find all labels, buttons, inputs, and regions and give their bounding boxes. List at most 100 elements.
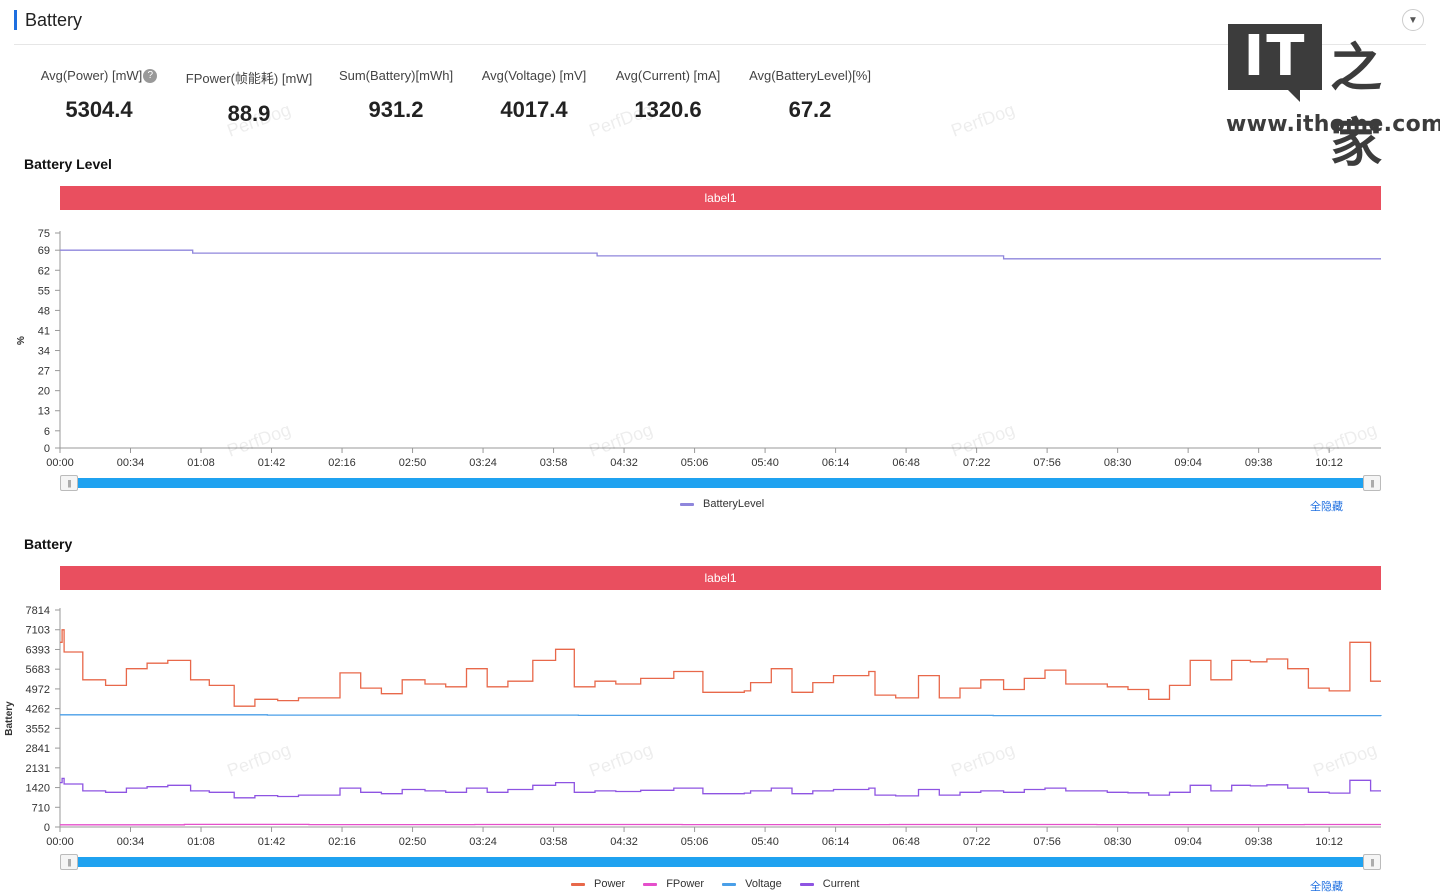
series-line-batterylevel [60,249,1381,260]
y-tick-label: 710 [32,802,50,814]
y-tick-label: 20 [38,386,50,398]
x-tick-label: 10:12 [1315,836,1343,848]
stat-value: 4017.4 [500,97,568,122]
y-tick-label: 7814 [26,605,50,617]
x-tick-label: 03:58 [540,457,568,469]
y-tick-label: 1420 [26,783,50,795]
x-tick-label: 02:50 [399,457,427,469]
logo-cn: 之家 [1330,38,1383,174]
x-tick-label: 09:04 [1174,836,1202,848]
x-tick-label: 04:32 [610,836,638,848]
series-line-current [60,777,1381,799]
y-tick-label: 62 [38,265,50,277]
legend-item-power[interactable]: Power [571,878,625,890]
slider-handle-left[interactable]: ||| [60,854,78,870]
x-tick-label: 06:48 [892,836,920,848]
y-axis-label: Battery [4,701,15,736]
x-tick-label: 05:40 [751,836,779,848]
x-tick-label: 00:34 [117,836,145,848]
legend-item-fpower[interactable]: FPower [643,878,704,890]
x-tick-label: 03:24 [469,836,497,848]
slider-handle-right[interactable]: ||| [1363,475,1381,491]
y-tick-label: 69 [38,245,50,257]
legend-item-current[interactable]: Current [799,878,860,890]
stat-label: Avg(Voltage) [mV] [481,68,587,83]
stat-fpower: FPower(帧能耗) [mW] 88.9 [184,68,314,127]
x-tick-label: 07:22 [963,836,991,848]
legend-label: BatteryLevel [703,498,765,510]
section-header: Battery [14,8,82,32]
y-tick-label: 0 [44,443,50,455]
x-tick-label: 05:06 [681,836,709,848]
stat-value: 1320.6 [634,97,702,122]
legend-item-voltage[interactable]: Voltage [722,878,782,890]
stat-value: 931.2 [368,97,424,122]
stat-label: Avg(Power) [mW] [40,68,143,83]
watermark: PerfDog [948,99,1018,141]
y-tick-label: 4972 [26,684,50,696]
y-tick-label: 27 [38,366,50,378]
stat-value: 5304.4 [65,97,133,122]
stat-avg-power: Avg(Power) [mW]? 5304.4 [38,68,160,123]
stat-value: 67.2 [788,97,832,122]
series-line-power [60,629,1381,707]
legend-label: Voltage [745,878,782,890]
y-tick-label: 7103 [26,625,50,637]
section-title: Battery [25,9,83,30]
label-bar[interactable]: label1 [60,186,1381,210]
y-tick-label: 3552 [26,723,50,735]
x-tick-label: 02:50 [399,836,427,848]
y-tick-label: 6 [44,426,50,438]
x-tick-label: 08:30 [1104,457,1132,469]
hide-all-link[interactable]: 全隐藏 [1310,881,1343,893]
help-icon[interactable]: ? [143,68,158,83]
x-tick-label: 02:16 [328,836,356,848]
legend-label: Power [594,878,626,890]
battery-level-chart: 0 6 13 20 27 34 41 48 55 62 69 75 00:00 00:34 01:08 01:… [16,228,1381,469]
x-tick-label: 01:08 [187,836,215,848]
timeline-slider[interactable]: ||| ||| [60,854,1381,870]
x-tick-label: 03:24 [469,457,497,469]
y-tick-label: 75 [38,228,50,240]
section-accent-bar [14,10,17,30]
slider-range[interactable] [70,857,1371,867]
stat-avg-current: Avg(Current) [mA] 1320.6 [612,68,724,123]
y-tick-label: 6393 [26,644,50,656]
ithome-logo: IT 之家 www.ithome.com [1226,24,1440,174]
y-axis-label: % [16,336,27,345]
y-tick-label: 48 [38,305,50,317]
slider-handle-left[interactable]: ||| [60,475,78,491]
x-tick-label: 05:40 [751,457,779,469]
collapse-button[interactable]: ▼ [1402,9,1424,31]
x-tick-label: 00:34 [117,457,145,469]
slider-range[interactable] [70,478,1371,488]
x-tick-label: 03:58 [540,836,568,848]
x-tick-label: 08:30 [1104,836,1132,848]
hide-all-link[interactable]: 全隐藏 [1310,501,1343,513]
legend-item-batterylevel[interactable]: BatteryLevel [680,498,764,510]
y-tick-label: 2841 [26,743,50,755]
battery-chart: 0 710 1420 2131 2841 3552 4262 4972 5683 6393 7103… [4,605,1382,848]
x-tick-label: 09:04 [1174,457,1202,469]
label-bar[interactable]: label1 [60,566,1381,590]
header-divider [14,44,1426,45]
legend-label: Current [822,878,860,890]
x-tick-label: 07:56 [1033,836,1061,848]
chart-legend: Power FPower Voltage Current [571,878,877,890]
stat-avg-battery-level: Avg(BatteryLevel)[%] 67.2 [746,68,874,123]
x-tick-label: 00:00 [46,836,74,848]
x-tick-label: 07:22 [963,457,991,469]
x-tick-label: 00:00 [46,457,74,469]
y-tick-label: 34 [38,346,50,358]
x-tick-label: 01:42 [258,836,286,848]
timeline-slider[interactable]: ||| ||| [60,475,1381,491]
logo-it: IT [1228,24,1322,90]
y-tick-label: 0 [44,822,50,834]
y-tick-label: 41 [38,325,50,337]
stat-value: 88.9 [227,101,271,126]
x-tick-label: 01:42 [258,457,286,469]
x-tick-label: 06:14 [822,457,850,469]
x-tick-label: 06:48 [892,457,920,469]
x-tick-label: 01:08 [187,457,215,469]
slider-handle-right[interactable]: ||| [1363,854,1381,870]
